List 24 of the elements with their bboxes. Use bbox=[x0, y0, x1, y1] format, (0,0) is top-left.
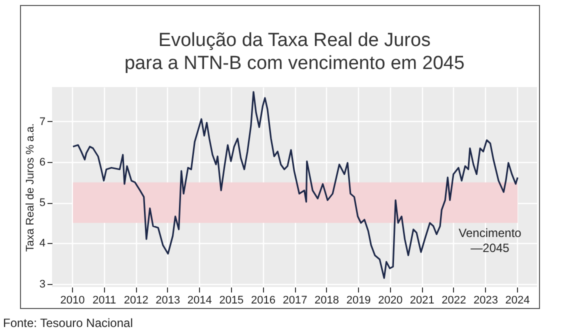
source-note: Fonte: Tesouro Nacional bbox=[3, 316, 133, 330]
annotation: Vencimento —2045 bbox=[458, 226, 522, 256]
y-tick-label: 6 bbox=[39, 156, 46, 169]
x-tick-label: 2017 bbox=[282, 294, 308, 306]
x-tick-label: 2016 bbox=[250, 294, 276, 306]
x-tick-label: 2023 bbox=[473, 294, 498, 306]
x-tick-label: 2021 bbox=[410, 294, 434, 306]
x-tick-label: 2010 bbox=[60, 294, 85, 306]
x-tick-label: 2018 bbox=[314, 294, 340, 306]
y-tick-label: 3 bbox=[39, 278, 46, 290]
x-tick-label: 2024 bbox=[505, 294, 530, 306]
x-tick-label: 2013 bbox=[156, 294, 180, 306]
y-tick-label: 7 bbox=[39, 116, 46, 128]
y-tick-label: 5 bbox=[39, 197, 46, 210]
y-tick-label: 4 bbox=[39, 238, 46, 250]
chart-title: Evolução da Taxa Real de Juros para a NTN-B com vencimento em 2045 bbox=[124, 30, 465, 74]
x-tick-label: 2012 bbox=[124, 294, 148, 306]
x-tick-label: 2020 bbox=[378, 294, 403, 306]
x-tick-label: 2019 bbox=[346, 294, 371, 306]
x-tick-label: 2022 bbox=[442, 294, 466, 306]
x-tick-label: 2014 bbox=[187, 294, 212, 306]
y-axis-title: Taxa Real de Juros % a.a. bbox=[24, 123, 36, 252]
x-tick-label: 2015 bbox=[219, 294, 244, 306]
x-tick-label: 2011 bbox=[92, 294, 116, 306]
